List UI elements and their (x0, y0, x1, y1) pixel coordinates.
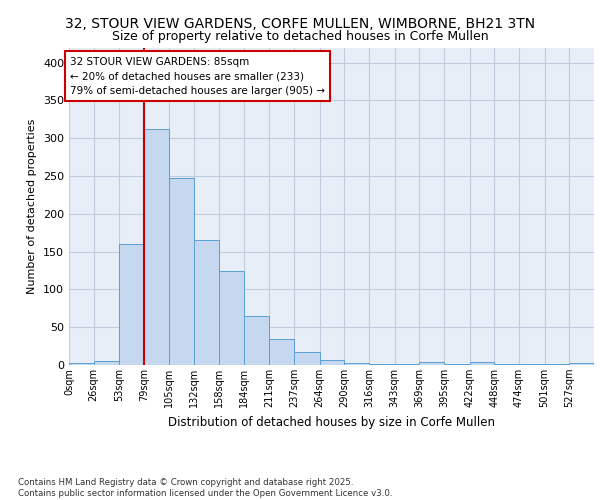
Bar (494, 364, 519, 365)
Y-axis label: Number of detached properties: Number of detached properties (28, 118, 37, 294)
Text: Size of property relative to detached houses in Corfe Mullen: Size of property relative to detached ho… (112, 30, 488, 43)
Bar (320, 360, 344, 365)
Bar (344, 362, 369, 365)
Text: 32, STOUR VIEW GARDENS, CORFE MULLEN, WIMBORNE, BH21 3TN: 32, STOUR VIEW GARDENS, CORFE MULLEN, WI… (65, 18, 535, 32)
Bar (470, 362, 494, 365)
Bar (545, 364, 569, 365)
Bar (519, 364, 545, 365)
Bar (69, 364, 94, 365)
Text: Contains HM Land Registry data © Crown copyright and database right 2025.
Contai: Contains HM Land Registry data © Crown c… (18, 478, 392, 498)
Bar (144, 129, 169, 365)
Bar (244, 316, 269, 365)
Bar (395, 364, 419, 365)
Text: 32 STOUR VIEW GARDENS: 85sqm
← 20% of detached houses are smaller (233)
79% of s: 32 STOUR VIEW GARDENS: 85sqm ← 20% of de… (70, 56, 325, 96)
Bar (569, 364, 594, 365)
Bar (419, 362, 444, 365)
Bar (269, 340, 294, 365)
Bar (444, 364, 470, 365)
Bar (119, 244, 144, 365)
Bar (194, 240, 219, 365)
Bar (294, 352, 320, 365)
Bar (219, 270, 244, 365)
Bar (94, 361, 119, 365)
Bar (369, 364, 395, 365)
X-axis label: Distribution of detached houses by size in Corfe Mullen: Distribution of detached houses by size … (168, 416, 495, 428)
Bar (169, 178, 194, 365)
